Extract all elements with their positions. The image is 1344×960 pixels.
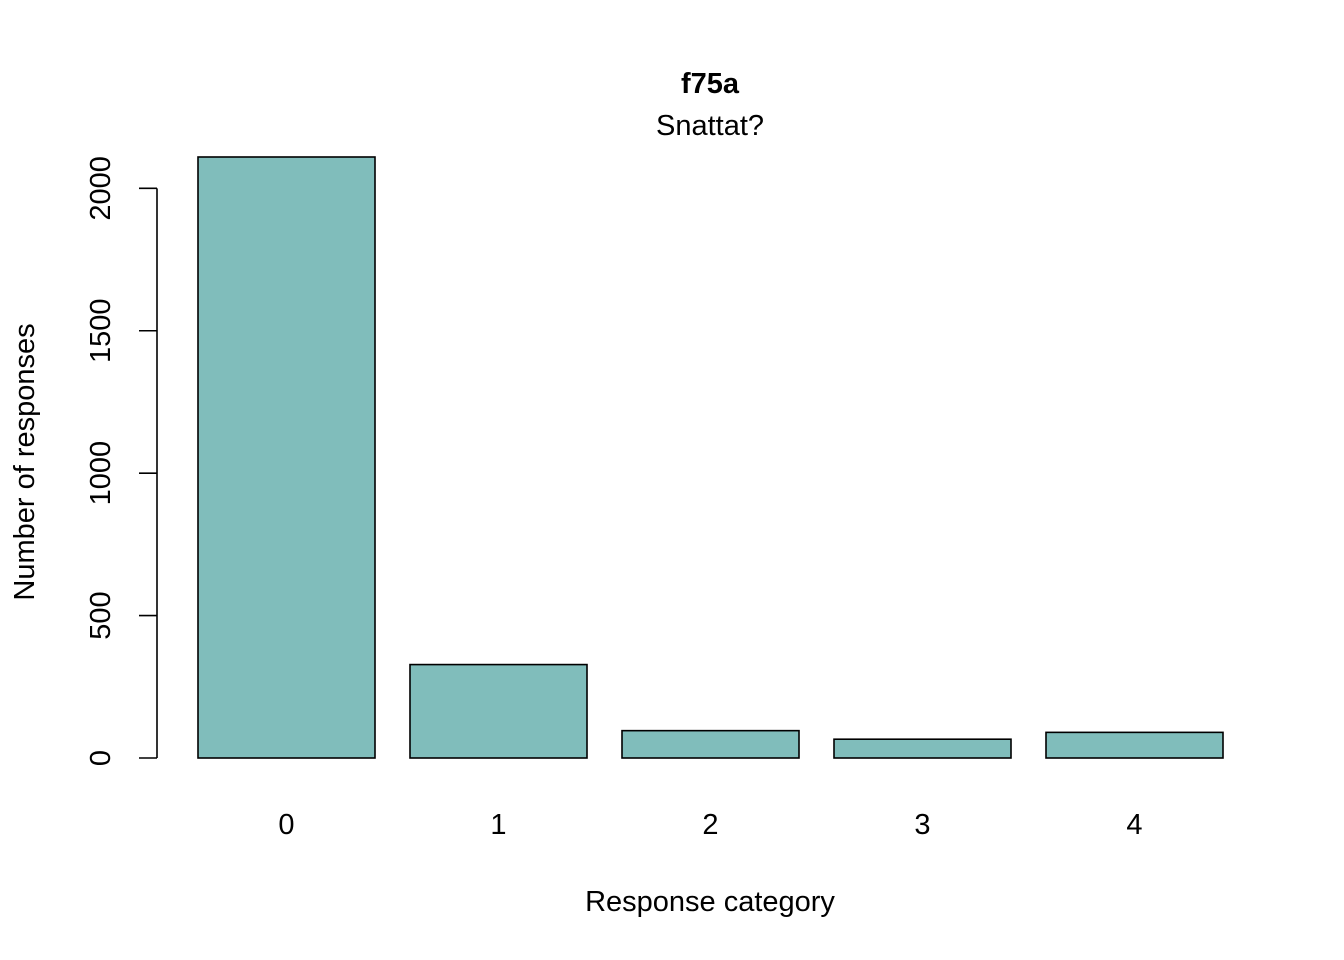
y-axis-label: Number of responses <box>9 323 41 600</box>
x-axis-label: Response category <box>585 886 835 918</box>
bar-4 <box>1045 731 1224 759</box>
x-tick-label: 0 <box>278 809 294 841</box>
y-tick-label: 1500 <box>85 298 117 363</box>
y-tick-label: 2000 <box>85 156 117 221</box>
bar-0 <box>197 156 376 759</box>
x-tick-label: 1 <box>490 809 506 841</box>
x-axis-tick-labels: 0 1 2 3 4 <box>278 809 1142 841</box>
x-tick-label: 2 <box>702 809 718 841</box>
chart-title: f75a <box>681 68 740 100</box>
bar-2 <box>621 729 800 759</box>
y-axis: 0 500 1000 1500 2000 <box>85 156 158 766</box>
y-tick-label: 500 <box>85 591 117 639</box>
bar-1 <box>409 663 588 759</box>
bars-group <box>197 156 1224 759</box>
y-tick-label: 1000 <box>85 441 117 506</box>
x-tick-label: 4 <box>1126 809 1142 841</box>
x-tick-label: 3 <box>914 809 930 841</box>
chart-subtitle: Snattat? <box>656 110 764 142</box>
bar-3 <box>833 738 1012 759</box>
y-tick-label: 0 <box>85 750 117 766</box>
